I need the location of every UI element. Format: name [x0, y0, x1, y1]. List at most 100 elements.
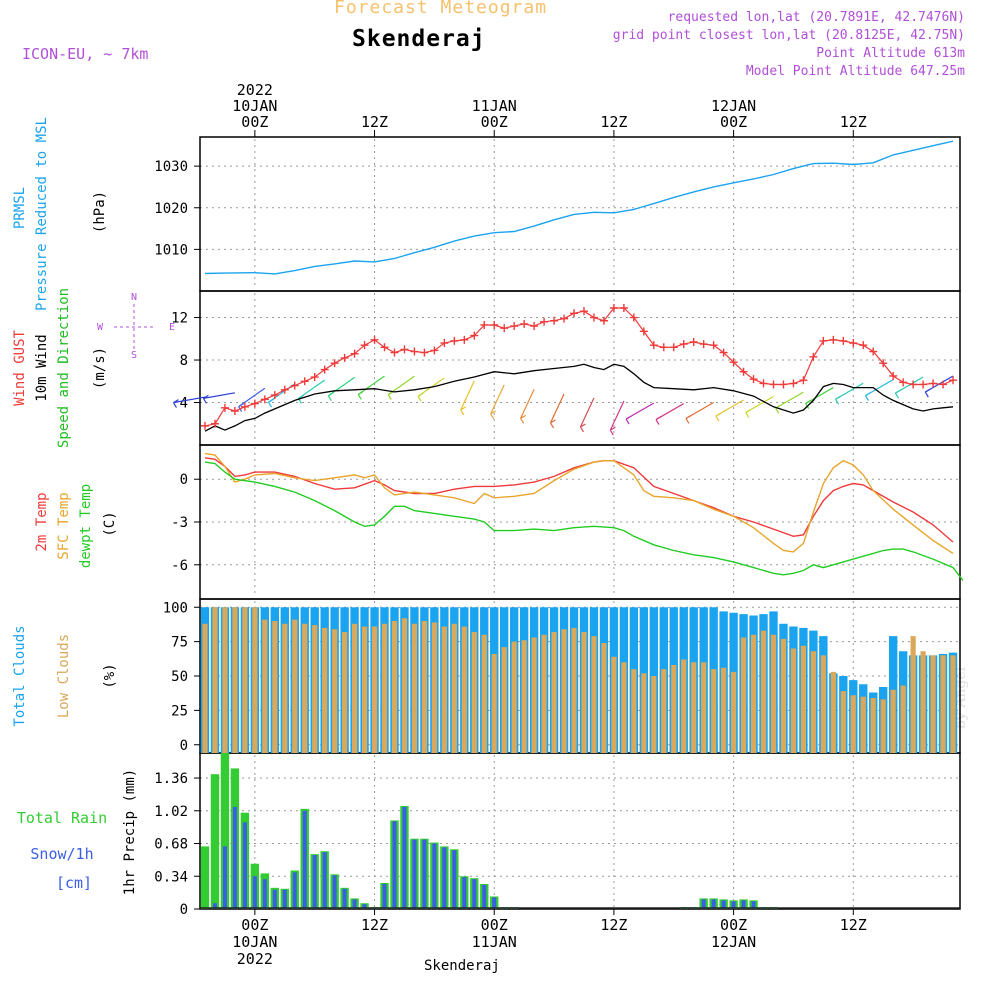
wind-gust-point: [460, 335, 469, 344]
snow-bar: [442, 847, 447, 909]
rain-bar: [210, 774, 220, 909]
wind-direction-arrow: [609, 400, 625, 431]
y-tick-label: 1030: [154, 159, 188, 175]
wind-gust-point: [210, 419, 219, 428]
location-title: Skenderaj: [352, 26, 486, 52]
low-clouds-bar: [242, 607, 248, 753]
wind-direction-arrowhead: [202, 394, 209, 404]
low-clouds-bar: [361, 626, 368, 753]
low-clouds-bar: [681, 659, 687, 753]
wind-direction-arrowhead: [715, 412, 722, 422]
bottom-time-label: 12Z: [361, 916, 388, 934]
snow-bar: [342, 888, 347, 909]
pressure-line: [204, 140, 954, 275]
wind-gust-point: [560, 314, 569, 323]
wind-gust-point: [410, 347, 419, 356]
model-point-altitude: Model Point Altitude 647.25m: [745, 64, 965, 79]
y-tick-label: 0: [180, 902, 188, 918]
wind-gust-point: [450, 336, 459, 345]
wind-gust-point: [579, 307, 588, 316]
low-clouds-bar: [481, 634, 487, 753]
low-clouds-bar: [202, 623, 208, 753]
precip-axis-label: 1hr Precip (mm): [122, 769, 138, 895]
total-clouds-label: Total Clouds: [12, 625, 28, 726]
low-clouds-bar: [401, 618, 408, 753]
footer-location: Skenderaj: [424, 958, 500, 974]
snow-bar: [711, 899, 716, 909]
low-clouds-bar: [880, 699, 886, 753]
low-clouds-bar: [371, 626, 378, 753]
wind-gust-point: [480, 320, 489, 329]
low-clouds-bar: [920, 651, 926, 753]
snow-bar: [332, 875, 337, 909]
compass-n: N: [131, 292, 137, 303]
y-tick-label: 75: [171, 635, 188, 651]
panel-frame: [199, 290, 961, 446]
point-altitude: Point Altitude 613m: [816, 46, 965, 61]
low-clouds-bar: [312, 625, 318, 753]
wind-gust-point: [609, 303, 618, 312]
low-clouds-bar: [441, 626, 447, 753]
low-clouds-bar: [671, 665, 677, 753]
top-time-label: 12JAN: [711, 97, 756, 115]
wind-gust-point: [490, 320, 499, 329]
snow-bar: [212, 903, 217, 909]
low-clouds-bar: [471, 632, 477, 753]
top-time-label: 00Z: [481, 113, 508, 131]
low-clouds-bar: [661, 669, 667, 753]
wind-direction-arrowhead: [864, 392, 871, 401]
y-tick-label: 1.02: [154, 804, 188, 820]
y-tick-label: 12: [171, 311, 188, 327]
wind-direction-arrow: [173, 396, 206, 404]
low-clouds-bar: [391, 621, 398, 753]
y-tick-label: 1.36: [154, 771, 188, 787]
low-clouds-bar: [411, 623, 418, 753]
wind-direction-arrow: [579, 397, 595, 428]
low-clouds-bar: [800, 645, 807, 753]
wind-gust-point: [829, 335, 838, 344]
wind-direction-arrowhead: [327, 392, 334, 402]
y-tick-label: 4: [180, 396, 188, 412]
wind-gust-point: [729, 358, 738, 367]
low-clouds-bar: [870, 698, 876, 753]
bottom-time-label: 12Z: [600, 916, 627, 934]
snow-bar: [492, 897, 497, 909]
snow-bar: [751, 901, 756, 909]
low-clouds-bar: [631, 669, 637, 753]
wind-gust-point: [669, 343, 678, 352]
wind-gust-point: [570, 309, 579, 318]
wind-gust-point: [889, 371, 898, 380]
y-tick-label: -3: [171, 515, 188, 531]
wind-direction-arrowhead: [550, 419, 556, 429]
low-clouds-bar: [641, 673, 647, 753]
low-clouds-label: Low Clouds: [56, 634, 72, 718]
low-clouds-bar: [511, 641, 517, 753]
wind-gust-point: [839, 336, 848, 345]
wind-gust-point: [859, 341, 868, 350]
wind-gust-point: [290, 381, 299, 390]
low-clouds-bar: [850, 695, 856, 753]
wind-gust-point: [799, 376, 808, 385]
wind-label: 10m Wind: [34, 334, 50, 401]
wind-gust-point: [659, 343, 668, 352]
low-clouds-bar: [451, 623, 457, 753]
wind-gust-point: [550, 316, 559, 325]
wind-direction-arrowhead: [579, 423, 586, 433]
wind-gust-point: [430, 346, 439, 355]
low-clouds-bar: [721, 667, 727, 753]
pressure-label: Pressure Reduced to MSL: [34, 117, 50, 311]
low-clouds-bar: [461, 626, 467, 753]
low-clouds-bar: [940, 655, 946, 753]
wind-direction-arrowhead: [835, 395, 841, 405]
wind-gust-point: [939, 380, 948, 389]
wind-direction-arrowhead: [625, 415, 632, 425]
low-clouds-bar: [621, 662, 627, 753]
low-clouds-bar: [810, 651, 816, 753]
snow-bar: [472, 879, 477, 909]
wind-direction-arrowhead: [417, 392, 424, 402]
snow-bar: [382, 883, 387, 909]
snow-bar: [432, 843, 437, 909]
wind-gust-point: [310, 373, 319, 382]
low-clouds-bar: [212, 607, 218, 753]
